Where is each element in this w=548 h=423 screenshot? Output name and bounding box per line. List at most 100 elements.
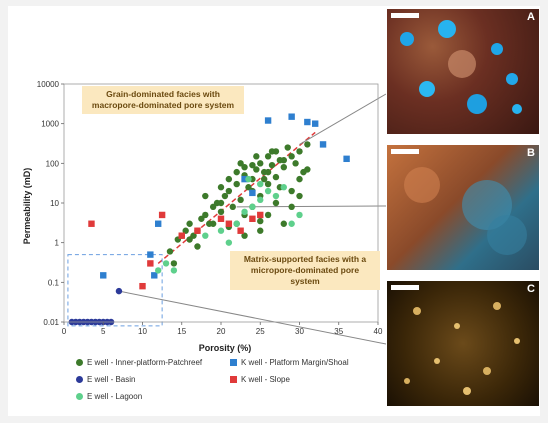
data-point-series-0 xyxy=(280,163,287,171)
data-point-series-0 xyxy=(264,168,272,176)
annotation-matrix-supported: Matrix-supported facies with a micropore… xyxy=(230,251,380,290)
x-tick-label: 40 xyxy=(374,327,383,336)
data-point-series-4 xyxy=(264,187,272,195)
data-point-series-0 xyxy=(288,153,295,160)
legend-item-platform-margin: K well - Platform Margin/Shoal xyxy=(230,358,349,367)
data-point-series-3 xyxy=(88,220,95,227)
data-point-series-0 xyxy=(257,227,264,234)
thin-section-photo-b: B xyxy=(386,144,540,271)
legend-swatch xyxy=(76,393,83,401)
data-point-series-0 xyxy=(233,180,240,188)
data-point-series-0 xyxy=(221,192,229,200)
data-point-series-0 xyxy=(225,187,233,195)
data-point-series-0 xyxy=(280,156,287,164)
x-tick-label: 20 xyxy=(217,327,226,336)
x-tick-label: 10 xyxy=(138,327,147,336)
x-axis-title: Porosity (%) xyxy=(199,343,252,353)
data-point-series-4 xyxy=(257,180,264,188)
legend-label: E well - Basin xyxy=(87,375,136,384)
data-point-series-0 xyxy=(257,160,264,167)
data-point-series-4 xyxy=(217,227,225,234)
data-points xyxy=(68,113,350,326)
data-point-series-4 xyxy=(162,260,170,267)
data-point-series-4 xyxy=(257,196,264,204)
legend-swatch xyxy=(76,359,83,367)
data-point-series-0 xyxy=(229,203,236,211)
data-point-series-0 xyxy=(198,215,205,222)
legend-swatch xyxy=(230,359,237,367)
photo-connectors xyxy=(118,93,387,345)
data-point-series-2 xyxy=(115,287,123,295)
data-point-series-0 xyxy=(237,160,244,167)
photo-a-scale-bar xyxy=(391,13,419,18)
data-point-series-3 xyxy=(194,227,201,234)
x-tick-label: 5 xyxy=(101,327,106,336)
data-point-series-0 xyxy=(272,173,280,181)
data-point-series-0 xyxy=(260,175,268,183)
data-point-series-0 xyxy=(186,220,193,227)
data-point-series-0 xyxy=(237,196,244,204)
data-point-series-1 xyxy=(288,113,295,120)
data-point-series-0 xyxy=(241,163,248,171)
data-point-series-0 xyxy=(245,184,252,191)
annotation-grain-dominated: Grain-dominated facies with macropore-do… xyxy=(82,86,244,114)
data-point-series-0 xyxy=(217,208,225,215)
photo-b-label: B xyxy=(527,147,535,159)
data-point-series-3 xyxy=(217,215,225,222)
data-point-series-0 xyxy=(209,203,217,211)
data-point-series-0 xyxy=(264,180,272,188)
y-tick-label: 100 xyxy=(46,159,60,168)
legend-item-lagoon: E well - Lagoon xyxy=(76,392,142,401)
figure-frame: 0.01 0.1 1 10 100 1000 10000 0 5 10 15 20 25 30 35 40 P… xyxy=(8,6,540,416)
photo-c-texture xyxy=(404,302,520,395)
data-point-series-4 xyxy=(272,192,280,200)
data-point-series-4 xyxy=(245,175,252,183)
data-point-series-1 xyxy=(147,251,154,258)
photo-c-scale-bar xyxy=(391,285,419,290)
data-point-series-0 xyxy=(264,153,272,160)
photo-a-label: A xyxy=(527,11,535,23)
y-axis-title: Permeability (mD) xyxy=(22,168,32,245)
data-point-series-1 xyxy=(249,189,256,197)
data-point-series-0 xyxy=(233,168,240,176)
data-point-series-0 xyxy=(284,144,291,151)
data-point-series-0 xyxy=(166,248,174,255)
data-point-series-0 xyxy=(249,161,256,169)
y-tick-label: 1 xyxy=(55,239,60,248)
legend-label: K well - Slope xyxy=(241,375,290,384)
trend-line xyxy=(157,131,316,264)
data-point-series-0 xyxy=(202,211,209,219)
thin-section-photo-c: C xyxy=(386,280,540,407)
data-point-series-0 xyxy=(257,217,264,225)
data-point-series-4 xyxy=(225,239,233,246)
data-point-series-0 xyxy=(296,192,303,200)
data-point-series-0 xyxy=(170,260,178,267)
data-point-series-1 xyxy=(264,117,272,124)
legend-item-slope: K well - Slope xyxy=(230,375,290,384)
x-tick-label: 0 xyxy=(62,327,67,336)
data-point-series-4 xyxy=(155,267,162,274)
data-point-series-3 xyxy=(257,211,264,219)
data-point-series-0 xyxy=(272,199,280,207)
x-tick-label: 15 xyxy=(177,327,186,336)
data-point-series-1 xyxy=(100,272,107,279)
data-point-series-0 xyxy=(288,187,295,195)
data-point-series-0 xyxy=(194,243,201,250)
legend-item-basin: E well - Basin xyxy=(76,375,135,384)
data-point-series-0 xyxy=(296,175,303,183)
data-point-series-4 xyxy=(241,208,248,215)
data-point-series-1 xyxy=(155,220,162,227)
data-point-series-3 xyxy=(147,260,154,267)
x-tick-label: 35 xyxy=(334,327,343,336)
thin-section-photo-a: A xyxy=(386,8,540,135)
data-point-series-0 xyxy=(190,232,197,239)
data-point-series-4 xyxy=(249,203,256,211)
data-point-series-3 xyxy=(139,282,146,290)
data-point-series-0 xyxy=(280,220,287,227)
data-point-series-1 xyxy=(343,155,350,163)
data-point-series-3 xyxy=(158,211,166,219)
trend-line-dashed xyxy=(157,131,316,264)
legend-item-inner-platform: E well - Inner-platform-Patchreef xyxy=(76,358,202,367)
data-point-series-3 xyxy=(178,232,185,239)
data-point-series-0 xyxy=(288,203,295,211)
